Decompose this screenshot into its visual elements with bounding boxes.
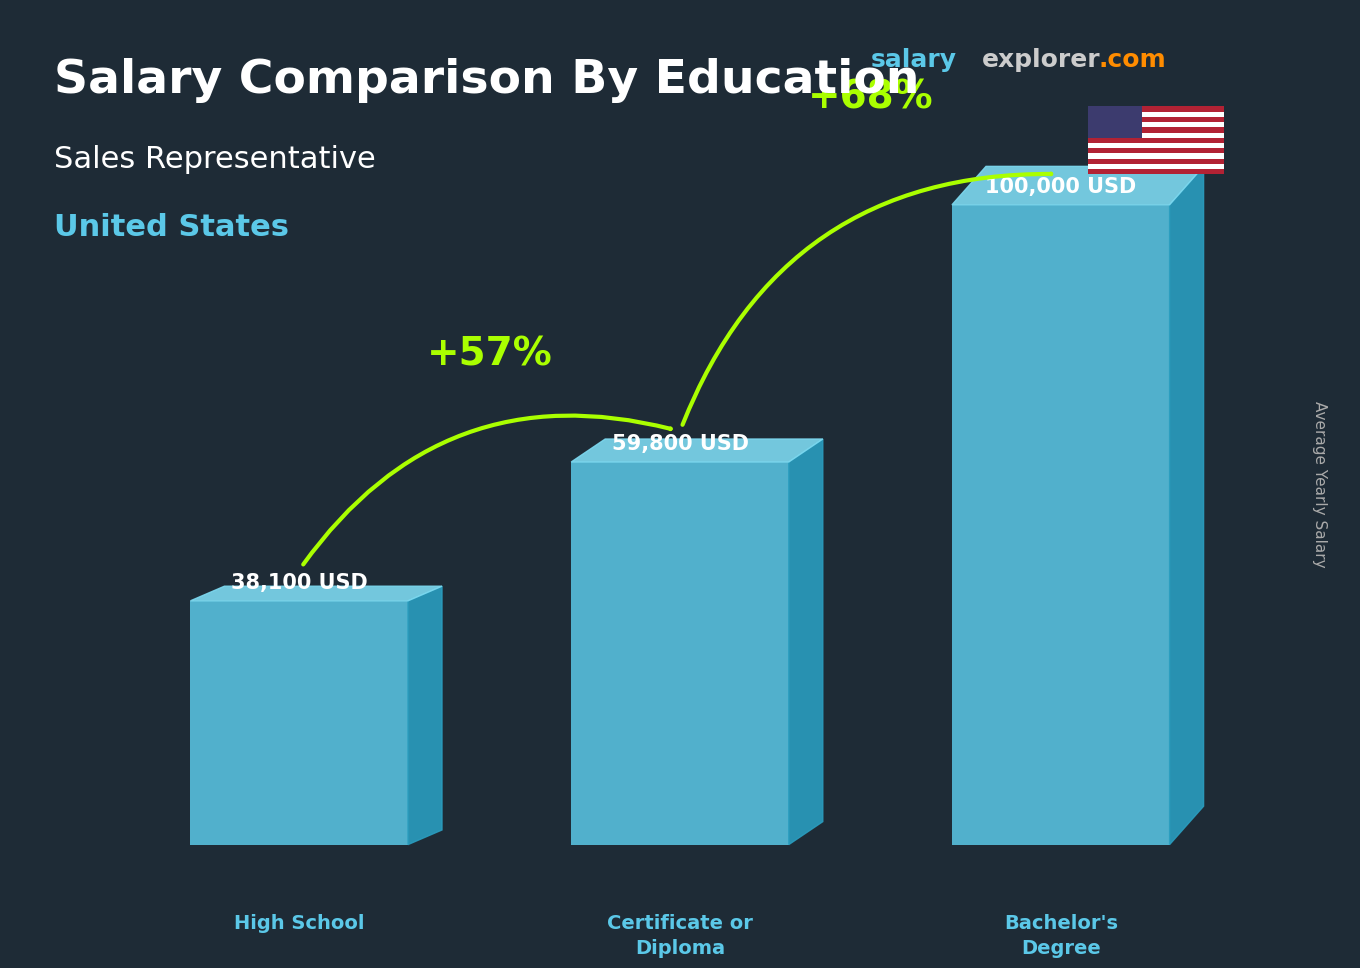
Text: 100,000 USD: 100,000 USD bbox=[985, 177, 1137, 197]
Bar bbox=[1088, 143, 1224, 148]
Text: Bachelor's
Degree: Bachelor's Degree bbox=[1004, 914, 1118, 957]
Text: Salary Comparison By Education: Salary Comparison By Education bbox=[54, 58, 919, 103]
Bar bbox=[1088, 111, 1224, 117]
Bar bbox=[1088, 159, 1224, 164]
Polygon shape bbox=[408, 587, 442, 845]
Text: Average Yearly Salary: Average Yearly Salary bbox=[1311, 401, 1327, 567]
Polygon shape bbox=[571, 439, 823, 462]
Bar bbox=[1088, 164, 1224, 169]
Bar bbox=[571, 462, 789, 845]
Text: High School: High School bbox=[234, 914, 364, 933]
Polygon shape bbox=[789, 439, 823, 845]
Bar bbox=[952, 205, 1170, 845]
Bar bbox=[1088, 122, 1224, 128]
Bar bbox=[1088, 153, 1224, 159]
Bar bbox=[1088, 117, 1224, 122]
Text: explorer: explorer bbox=[982, 48, 1100, 73]
Bar bbox=[1088, 133, 1224, 137]
Text: .com: .com bbox=[1099, 48, 1167, 73]
Bar bbox=[190, 601, 408, 845]
Bar bbox=[1088, 106, 1224, 111]
Text: 38,100 USD: 38,100 USD bbox=[231, 573, 367, 593]
Text: +68%: +68% bbox=[808, 78, 933, 116]
Bar bbox=[1088, 137, 1224, 143]
Text: 59,800 USD: 59,800 USD bbox=[612, 435, 748, 454]
Text: United States: United States bbox=[54, 213, 290, 242]
Polygon shape bbox=[952, 166, 1204, 205]
Bar bbox=[1088, 128, 1224, 133]
Text: +57%: +57% bbox=[427, 336, 552, 374]
Bar bbox=[1088, 148, 1224, 153]
Bar bbox=[1088, 169, 1224, 174]
Text: Certificate or
Diploma: Certificate or Diploma bbox=[607, 914, 753, 957]
Text: salary: salary bbox=[870, 48, 956, 73]
Polygon shape bbox=[1170, 166, 1204, 845]
Bar bbox=[1088, 106, 1142, 137]
Text: Sales Representative: Sales Representative bbox=[54, 145, 377, 174]
Polygon shape bbox=[190, 587, 442, 601]
